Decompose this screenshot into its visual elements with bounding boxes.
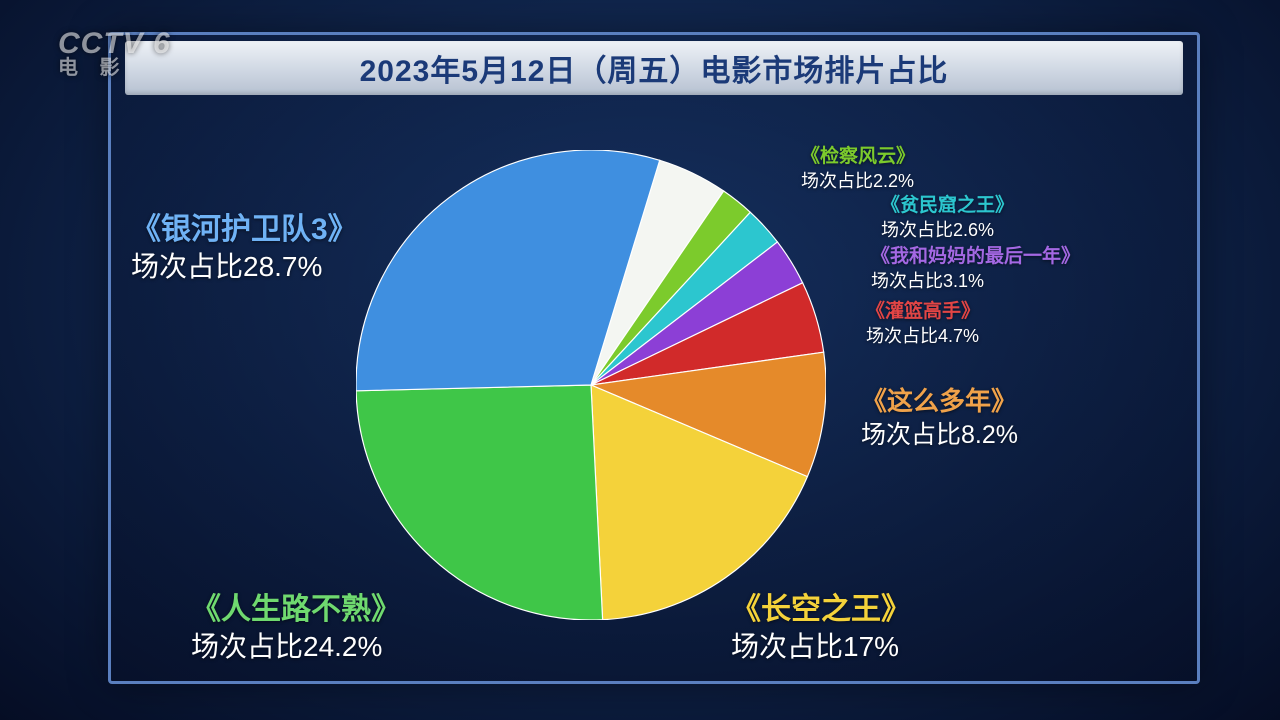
movie-title: 《灌篮高手》 <box>866 300 980 325</box>
slice-label: 《贫民窟之王》场次占比2.6% <box>881 194 1014 242</box>
broadcaster-logo: CCTV 6 电 影 <box>58 28 171 79</box>
movie-percentage: 场次占比2.2% <box>801 170 915 193</box>
movie-percentage: 场次占比3.1% <box>871 270 1080 293</box>
logo-sub: 电 影 <box>58 58 171 79</box>
movie-percentage: 场次占比17% <box>731 629 911 665</box>
chart-title: 2023年5月12日（周五）电影市场排片占比 <box>360 46 949 90</box>
logo-main: CCTV 6 <box>58 28 171 60</box>
slice-label: 《长空之王》场次占比17% <box>731 590 911 665</box>
movie-title: 《长空之王》 <box>731 590 911 629</box>
slice-label: 《灌篮高手》场次占比4.7% <box>866 300 980 348</box>
movie-title: 《检察风云》 <box>801 145 915 170</box>
movie-percentage: 场次占比8.2% <box>861 419 1018 452</box>
movie-title: 《贫民窟之王》 <box>881 194 1014 219</box>
movie-title: 《我和妈妈的最后一年》 <box>871 245 1080 270</box>
slice-label: 《我和妈妈的最后一年》场次占比3.1% <box>871 245 1080 293</box>
movie-percentage: 场次占比28.7% <box>131 249 358 285</box>
movie-percentage: 场次占比4.7% <box>866 325 980 348</box>
pie-chart <box>356 150 826 620</box>
slice-label: 《这么多年》场次占比8.2% <box>861 385 1018 451</box>
slice-label: 《检察风云》场次占比2.2% <box>801 145 915 193</box>
movie-title: 《人生路不熟》 <box>191 590 401 629</box>
movie-percentage: 场次占比24.2% <box>191 629 401 665</box>
slice-label: 《人生路不熟》场次占比24.2% <box>191 590 401 665</box>
movie-title: 《银河护卫队3》 <box>131 210 358 249</box>
pie-slice <box>356 385 603 620</box>
chart-title-bar: 2023年5月12日（周五）电影市场排片占比 <box>125 41 1183 95</box>
chart-panel: 2023年5月12日（周五）电影市场排片占比 《检察风云》场次占比2.2%《贫民… <box>108 32 1200 684</box>
chart-area: 《检察风云》场次占比2.2%《贫民窟之王》场次占比2.6%《我和妈妈的最后一年》… <box>111 105 1197 681</box>
movie-percentage: 场次占比2.6% <box>881 219 1014 242</box>
slice-label: 《银河护卫队3》场次占比28.7% <box>131 210 358 285</box>
movie-title: 《这么多年》 <box>861 385 1018 419</box>
